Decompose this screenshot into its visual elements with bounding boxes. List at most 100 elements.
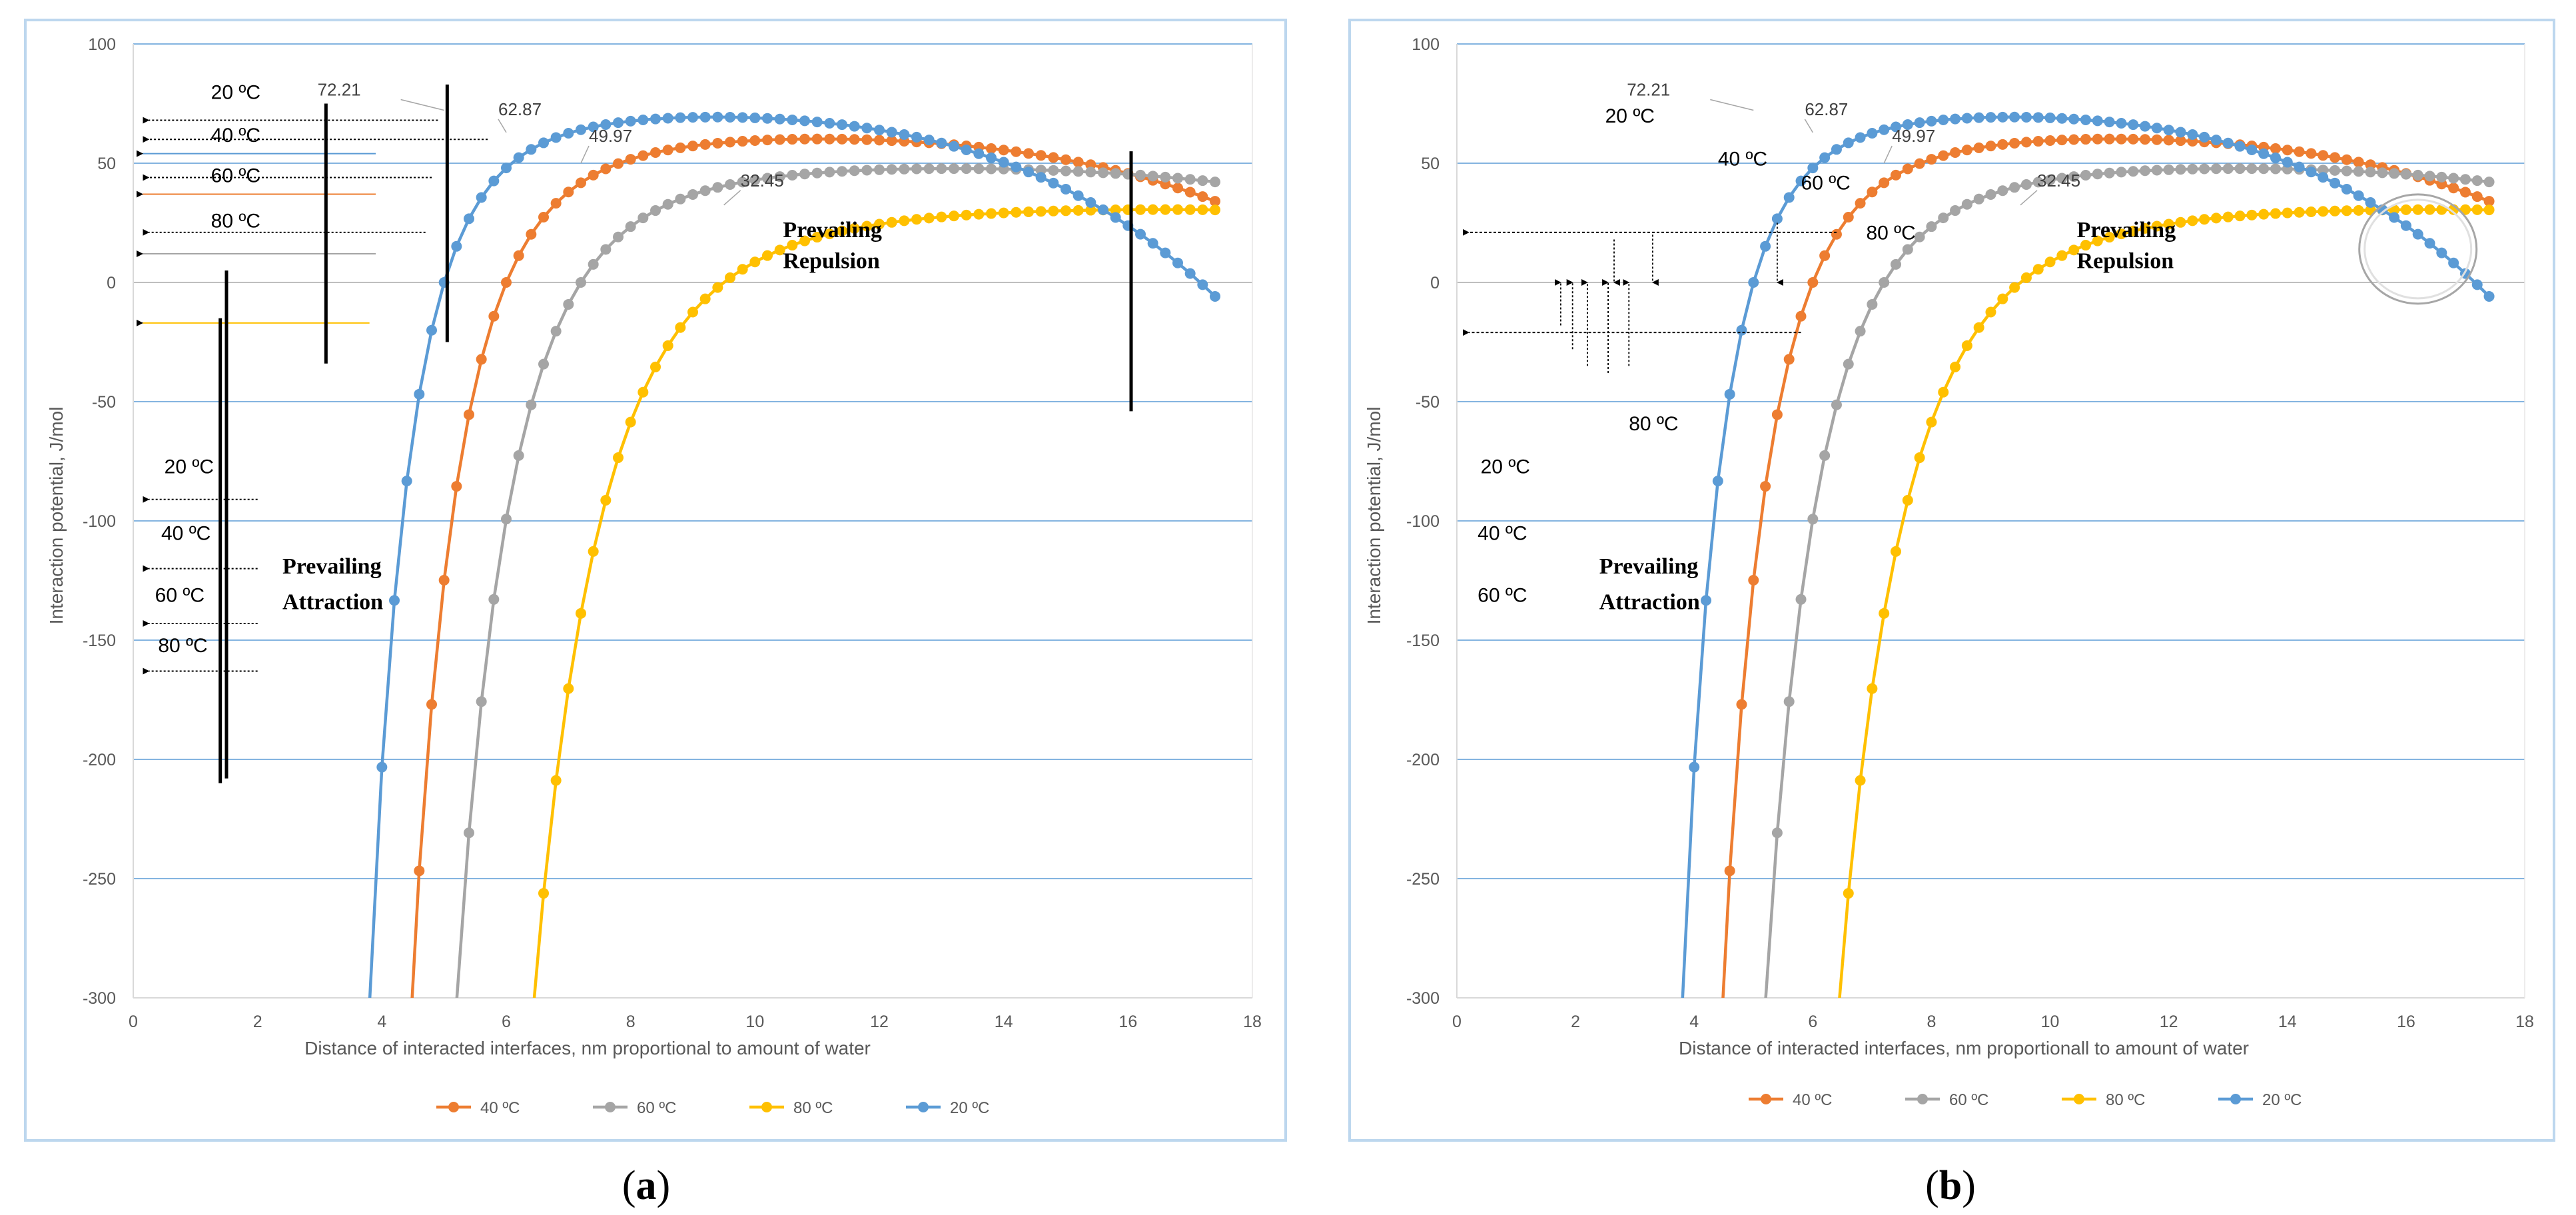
- panel-b-point-20c: [2424, 238, 2435, 249]
- panel-b-point-20c: [1807, 163, 1819, 174]
- panel-a-point-20c: [476, 192, 487, 203]
- panel-b-point-20c: [1689, 761, 1700, 773]
- panel-a-point-80c: [986, 208, 997, 219]
- panel-a-legend-swatch-marker: [761, 1102, 772, 1112]
- panel-a-point-60c: [576, 277, 586, 288]
- panel-a-point-60c: [936, 163, 947, 175]
- panel-b-point-40c: [2068, 134, 2080, 145]
- panel-b-point-40c: [1748, 575, 1759, 586]
- panel-a-point-60c: [488, 594, 500, 605]
- panel-b-y-tick-label: -250: [1406, 870, 1440, 889]
- panel-a-point-60c: [501, 514, 512, 525]
- panel-a-point-20c: [613, 117, 624, 129]
- panel-b-point-80c: [2341, 205, 2352, 216]
- panel-a-point-60c: [538, 358, 549, 370]
- panel-b-point-80c: [2044, 256, 2056, 268]
- panel-a-point-80c: [762, 250, 773, 261]
- panel-b-point-40c: [2459, 187, 2471, 198]
- panel-a-x-tick-label: 0: [129, 1012, 138, 1031]
- panel-a-point-20c: [1197, 279, 1208, 290]
- panel-b-legend-label: 20 ºC: [2262, 1091, 2302, 1109]
- panel-a-point-80c: [911, 214, 922, 225]
- panel-a-legend-item: 20 ºC: [906, 1099, 989, 1117]
- panel-b-point-20c: [1724, 388, 1735, 400]
- panel-a: -300 -250 -200 -150 -100 -50 0 50 100 0 2 4 6 8 10 12 14…: [24, 19, 1287, 1142]
- panel-b-point-60c: [2246, 163, 2258, 175]
- panel-b-point-80c: [1973, 322, 1984, 333]
- panel-a-y-tick-label: 0: [107, 274, 116, 292]
- panel-a-point-80c: [712, 282, 723, 293]
- panel-a-point-40c: [874, 135, 885, 146]
- panel-b-temp-label-lower: 40 ºC: [1478, 523, 1527, 545]
- panel-b-point-20c: [1973, 112, 1984, 123]
- panel-b-point-60c: [2163, 164, 2174, 175]
- panel-a-point-20c: [949, 141, 959, 152]
- panel-b-peak-leader: [1804, 119, 1813, 133]
- panel-b-point-20c: [2330, 177, 2341, 189]
- panel-b-point-40c: [1914, 158, 1925, 169]
- panel-a-peak-leader: [400, 99, 444, 111]
- panel-a-point-20c: [687, 112, 698, 123]
- panel-b-point-40c: [2056, 135, 2068, 146]
- panel-b-point-80c: [1997, 293, 2008, 304]
- panel-b-point-20c: [1712, 476, 1723, 487]
- panel-a-point-80c: [662, 340, 673, 351]
- panel-a-point-60c: [849, 165, 860, 177]
- panel-a-point-20c: [986, 152, 997, 163]
- panel-a-point-80c: [1197, 204, 1208, 215]
- panel-a-point-20c: [588, 121, 599, 133]
- panel-a-point-80c: [625, 416, 636, 428]
- panel-a-point-60c: [588, 258, 599, 270]
- panel-b-point-20c: [2140, 121, 2151, 132]
- panel-b-point-20c: [1855, 132, 1866, 143]
- panel-a-y-tick-label: -50: [92, 393, 116, 412]
- panel-a-point-20c: [1048, 177, 1059, 189]
- panel-a-point-40c: [414, 865, 425, 877]
- panel-a-repulsion-label: Repulsion: [783, 249, 880, 274]
- panel-a-point-60c: [1073, 166, 1084, 177]
- panel-a-point-80c: [961, 209, 972, 220]
- panel-b-point-80c: [2471, 204, 2483, 215]
- panel-b-point-20c: [1748, 277, 1759, 288]
- panel-b-point-40c: [2448, 183, 2459, 194]
- panel-a-point-20c: [1098, 204, 1108, 215]
- panel-a-plot: -300 -250 -200 -150 -100 -50 0 50 100 0 2 4 6 8 10 12 14…: [83, 35, 1262, 1031]
- panel-b-point-20c: [1771, 213, 1783, 224]
- panel-a-point-60c: [625, 221, 636, 232]
- panel-b-point-60c: [1961, 199, 1972, 210]
- panel-b-point-60c: [1771, 827, 1783, 839]
- panel-b-point-60c: [1855, 326, 1866, 337]
- panel-b-point-60c: [2330, 165, 2341, 176]
- panel-b-point-80c: [2459, 204, 2471, 215]
- panel-a-point-40c: [451, 481, 462, 492]
- panel-b-point-60c: [2471, 175, 2483, 187]
- panel-a-point-20c: [1035, 172, 1047, 183]
- panel-b-y-tick-label: -300: [1406, 989, 1440, 1008]
- panel-b-point-40c: [1938, 150, 1949, 161]
- panel-a-point-20c: [625, 115, 636, 127]
- panel-b-point-40c: [2483, 196, 2495, 207]
- panel-a-legend-label: 20 ºC: [950, 1099, 989, 1117]
- panel-b-point-40c: [2092, 133, 2103, 145]
- panel-b-point-40c: [1879, 177, 1890, 189]
- panel-b-y-tick-label: -50: [1416, 393, 1440, 412]
- panel-b-point-20c: [2400, 220, 2411, 231]
- panel-a-point-80c: [563, 683, 574, 694]
- panel-b-frame: [1348, 19, 2555, 1142]
- panel-b-point-60c: [2353, 166, 2364, 177]
- panel-b-repulsion-label: Repulsion: [2077, 249, 2174, 274]
- caption-b: (b): [1925, 1163, 1976, 1208]
- panel-b-point-60c: [2436, 171, 2447, 183]
- panel-a-point-80c: [1048, 205, 1059, 216]
- panel-b-point-60c: [2104, 167, 2115, 179]
- panel-a-point-20c: [911, 131, 922, 143]
- panel-b-point-40c: [1891, 169, 1902, 181]
- panel-a-point-80c: [737, 264, 748, 275]
- panel-a-point-20c: [576, 124, 586, 135]
- panel-b-peak-label: 32.45: [2037, 171, 2080, 191]
- panel-a-series-60c: [455, 163, 1220, 998]
- panel-a-point-80c: [600, 495, 612, 506]
- panel-a-point-40c: [1210, 196, 1220, 207]
- panel-b-point-20c: [2175, 127, 2186, 138]
- panel-b-point-40c: [1950, 147, 1961, 159]
